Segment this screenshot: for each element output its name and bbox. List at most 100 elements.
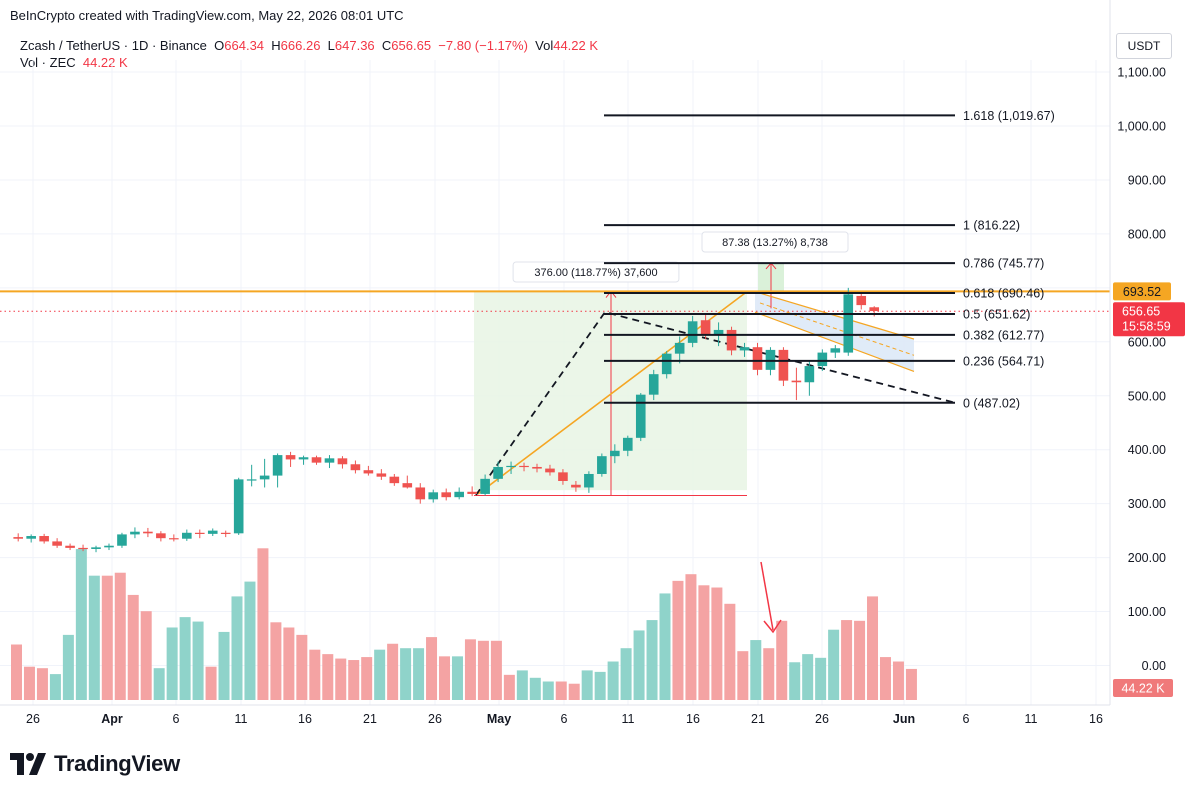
candle-body: [739, 347, 750, 351]
channel-mid: [759, 302, 915, 356]
candle-body: [220, 532, 231, 534]
volume-bar: [166, 627, 178, 700]
candle-body: [441, 492, 452, 498]
candle-body: [843, 294, 854, 353]
volume-bar: [374, 649, 386, 700]
volume-bar: [192, 621, 204, 700]
volume-indicator-label[interactable]: Vol · ZEC: [20, 55, 76, 70]
candle-body: [415, 487, 426, 500]
volume-bar: [905, 668, 917, 700]
volume-bar: [387, 643, 399, 700]
time-tick-label: 6: [963, 712, 970, 726]
candle-body: [804, 366, 815, 383]
footer-logo: TradingView: [10, 747, 180, 781]
volume-bar: [763, 648, 775, 700]
time-axis[interactable]: 26 Apr 6 11 16 21 26 May 6 11 16 21 26 Jun 6 11 16: [0, 704, 1110, 726]
volume-bar: [49, 674, 61, 700]
fib-label: 0.786 (745.77): [963, 257, 1044, 271]
time-tick-label: 26: [26, 712, 40, 726]
candle-body: [674, 342, 685, 354]
annotation-arrow-head: [763, 619, 782, 634]
time-tick-label: Jun: [893, 712, 915, 726]
volume-bar: [451, 656, 463, 700]
volume-bar: [23, 666, 35, 700]
candle-body: [104, 545, 114, 548]
time-tick-label: 11: [622, 712, 635, 726]
low-value: 647.36: [334, 38, 375, 53]
volume-bar: [477, 640, 489, 700]
volume-bar: [724, 603, 736, 700]
last-price-badge: [1113, 302, 1185, 337]
volume-bar: [490, 640, 502, 700]
fib-label: 0.236 (564.71): [963, 354, 1044, 368]
candle-body: [571, 484, 581, 488]
candle-body: [194, 532, 205, 534]
candle-body: [285, 455, 296, 460]
candle-body: [350, 464, 361, 471]
candle-body: [856, 295, 867, 306]
candle-body: [545, 468, 555, 473]
open-label: O: [214, 38, 225, 53]
tradingview-logo-icon: [10, 753, 46, 775]
candle-body: [428, 492, 439, 500]
volume-bar: [62, 634, 74, 700]
candle-body: [519, 465, 529, 468]
fib-label: 0.618 (690.46): [963, 286, 1044, 300]
volume-bar: [140, 611, 152, 700]
candle-body: [272, 455, 283, 476]
candle-body: [13, 537, 23, 539]
candle-body: [78, 547, 88, 550]
time-tick-label: 11: [1025, 712, 1038, 726]
candle-body: [91, 547, 101, 549]
candle-body: [130, 531, 140, 535]
candle-body: [467, 491, 477, 494]
volume-bar: [218, 631, 230, 700]
volume-bar: [114, 572, 126, 700]
symbol-name[interactable]: Zcash / TetherUS · 1D · Binance: [20, 38, 207, 53]
high-label: H: [271, 38, 281, 53]
volume-bar: [283, 627, 295, 700]
time-tick-label: 16: [1089, 712, 1103, 726]
volume-bar: [789, 662, 801, 700]
volume-bar: [205, 666, 217, 700]
volume-bar: [413, 648, 425, 700]
measure-label-2-box: [701, 231, 849, 253]
close-value: 656.65: [391, 38, 432, 53]
candle-body: [493, 466, 503, 479]
volume-bar: [153, 668, 165, 700]
volume-bar: [581, 670, 593, 700]
price-tick-label: 600.00: [1128, 335, 1166, 349]
volume-bar: [309, 649, 321, 700]
volume-bar: [633, 630, 645, 700]
candle-body: [869, 307, 880, 312]
fib-levels: 1.618 (1,019.67) 1 (816.22) 0.786 (745.77)…: [604, 109, 1055, 410]
candle-body: [661, 353, 672, 375]
change-value: −7.80 (−1.17%): [438, 38, 528, 53]
volume-bar: [776, 620, 788, 700]
candle-body: [791, 380, 802, 383]
volume-bars: [11, 548, 917, 700]
volume-bar: [854, 620, 866, 700]
fib-label: 0 (487.02): [963, 396, 1020, 410]
price-axis[interactable]: 1,100.001,000.00900.00800.00700.00600.00…: [1109, 0, 1185, 705]
candle-body: [480, 478, 490, 494]
volume-label: Vol: [535, 38, 554, 53]
volume-badge-label: 44.22 K: [1121, 682, 1165, 696]
candle-body: [65, 545, 75, 548]
candle-body: [143, 531, 153, 534]
candle-body: [26, 536, 36, 539]
price-tick-label: 0.00: [1142, 659, 1166, 673]
currency-button[interactable]: USDT: [1116, 33, 1172, 59]
footer-brand: TradingView: [54, 751, 180, 776]
candle-body: [376, 473, 387, 477]
price-chart[interactable]: 376.00 (118.77%) 37,600 87.38 (13.27%) 8,…: [0, 0, 1200, 745]
level-badge: [1113, 282, 1171, 301]
last-price-label: 656.65: [1122, 305, 1160, 319]
volume-bar: [737, 651, 749, 700]
candle-body: [324, 458, 335, 463]
price-tick-label: 500.00: [1128, 389, 1166, 403]
volume-bar: [127, 594, 139, 700]
candle-body: [506, 465, 516, 468]
candle-body: [648, 374, 659, 395]
volume-indicator-value: 44.22 K: [82, 55, 128, 70]
